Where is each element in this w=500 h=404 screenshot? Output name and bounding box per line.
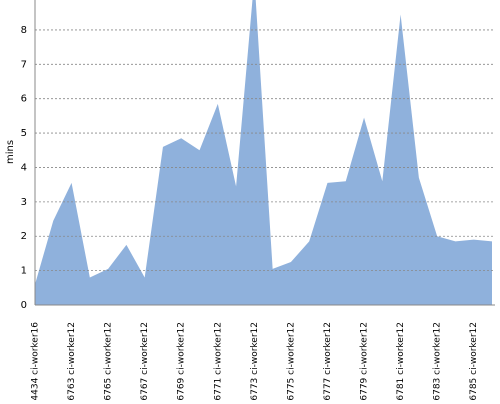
- y-tick-label: 5: [21, 128, 27, 139]
- y-tick-label: 0: [21, 300, 27, 311]
- y-tick-label: 7: [21, 59, 27, 70]
- y-axis-label: mins: [5, 140, 16, 164]
- y-tick-label: 8: [21, 25, 27, 36]
- y-tick-label: 2: [21, 231, 27, 242]
- x-tick-label: #6785 ci-worker12: [469, 322, 479, 400]
- x-tick-label: #6781 ci-worker12: [396, 322, 406, 400]
- y-tick-label: 4: [21, 162, 27, 173]
- y-tick-label: 6: [21, 94, 27, 105]
- x-tick-label: #6779 ci-worker12: [360, 322, 370, 400]
- x-tick-label: #6775 ci-worker12: [286, 322, 296, 400]
- x-tick-label: #6771 ci-worker12: [213, 322, 223, 400]
- x-tick-label: #6767 ci-worker12: [140, 322, 150, 400]
- area: [35, 0, 492, 305]
- x-tick-label: #6773 ci-worker12: [250, 322, 260, 400]
- y-tick-label: 3: [21, 197, 27, 208]
- x-tick-label: #6763 ci-worker12: [67, 322, 77, 400]
- y-tick-label: 1: [21, 266, 27, 277]
- x-tick-label: #4434 ci-worker16: [31, 322, 41, 400]
- x-tick-label: #6783 ci-worker12: [433, 322, 443, 400]
- x-tick-label: #6765 ci-worker12: [104, 322, 114, 400]
- x-tick-label: #6777 ci-worker12: [323, 322, 333, 400]
- x-tick-label: #6769 ci-worker12: [177, 322, 187, 400]
